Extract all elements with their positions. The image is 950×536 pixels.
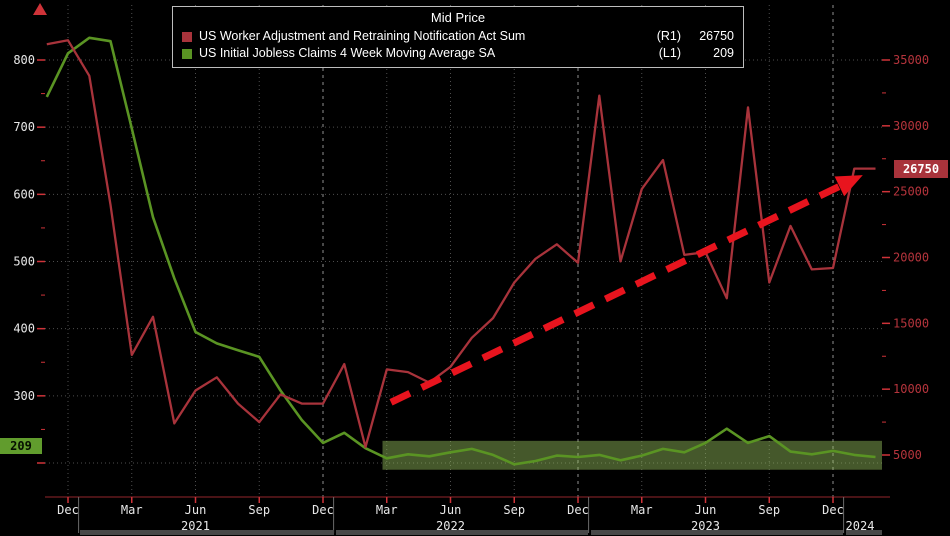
- legend-row-warn-act[interactable]: US Worker Adjustment and Retraining Noti…: [182, 28, 734, 45]
- left-axis-tick-label: 300: [13, 389, 35, 403]
- claims-series-line: [45, 36, 876, 466]
- warn-series-swatch-icon: [182, 31, 192, 42]
- x-axis-month-label: Sep: [758, 503, 780, 517]
- bottom-scrollbar-segment[interactable]: [846, 530, 882, 535]
- x-axis-month-label: Dec: [567, 503, 589, 517]
- warn-series-value: 26750: [699, 29, 734, 43]
- bottom-scrollbar-segment[interactable]: [80, 530, 334, 535]
- left-axis-tick-label: 700: [13, 120, 35, 134]
- x-axis-year-label: 2024: [846, 519, 875, 533]
- axis-scroll-up-icon[interactable]: [33, 3, 47, 15]
- x-axis-month-label: Dec: [312, 503, 334, 517]
- claims-series-axis-tag: (L1): [658, 46, 681, 60]
- right-axis-tick-label: 35000: [893, 53, 929, 67]
- left-axis-tick-label: 400: [13, 322, 35, 336]
- right-axis-tick-label: 15000: [893, 316, 929, 330]
- claims-series-swatch-icon: [182, 48, 192, 59]
- x-axis-month-label: Jun: [695, 503, 717, 517]
- x-axis-month-label: Sep: [248, 503, 270, 517]
- bottom-scrollbar-segment[interactable]: [591, 530, 843, 535]
- right-axis-tick-label: 5000: [893, 448, 922, 462]
- x-axis-year-label: 2023: [691, 519, 720, 533]
- legend-box: Mid Price US Worker Adjustment and Retra…: [172, 6, 744, 68]
- right-axis-tick-label: 10000: [893, 382, 929, 396]
- left-axis-tick-label: 600: [13, 187, 35, 201]
- warn-series-label: US Worker Adjustment and Retraining Noti…: [199, 29, 526, 43]
- x-axis-year-label: 2022: [436, 519, 465, 533]
- claims-series-label: US Initial Jobless Claims 4 Week Moving …: [199, 46, 496, 60]
- x-axis-month-label: Mar: [121, 503, 143, 517]
- trend-arrow-head-icon: [834, 175, 863, 197]
- warn-series-line: [46, 39, 876, 449]
- bottom-scrollbar-segment[interactable]: [336, 530, 588, 535]
- trend-arrow-line: [389, 183, 841, 406]
- x-axis-month-label: Sep: [503, 503, 525, 517]
- claims-series-value: 209: [713, 46, 734, 60]
- claims-highlight-band: [382, 440, 882, 470]
- legend-row-jobless-claims[interactable]: US Initial Jobless Claims 4 Week Moving …: [182, 45, 734, 62]
- warn-series-axis-tag: (R1): [656, 29, 681, 43]
- x-axis-month-label: Mar: [631, 503, 653, 517]
- right-axis-tick-label: 25000: [893, 185, 929, 199]
- left-axis-value-badge: 209: [0, 438, 42, 454]
- x-axis-month-label: Mar: [376, 503, 398, 517]
- left-axis-tick-label: 500: [13, 255, 35, 269]
- x-axis-year-label: 2021: [181, 519, 210, 533]
- x-axis-month-label: Jun: [185, 503, 207, 517]
- right-axis-value-badge: 26750: [894, 160, 948, 178]
- x-axis-month-label: Dec: [822, 503, 844, 517]
- right-axis-tick-label: 30000: [893, 119, 929, 133]
- x-axis-month-label: Jun: [440, 503, 462, 517]
- x-axis-month-label: Dec: [57, 503, 79, 517]
- left-axis-tick-label: 800: [13, 53, 35, 67]
- right-axis-tick-label: 20000: [893, 251, 929, 265]
- legend-title: Mid Price: [430, 10, 486, 25]
